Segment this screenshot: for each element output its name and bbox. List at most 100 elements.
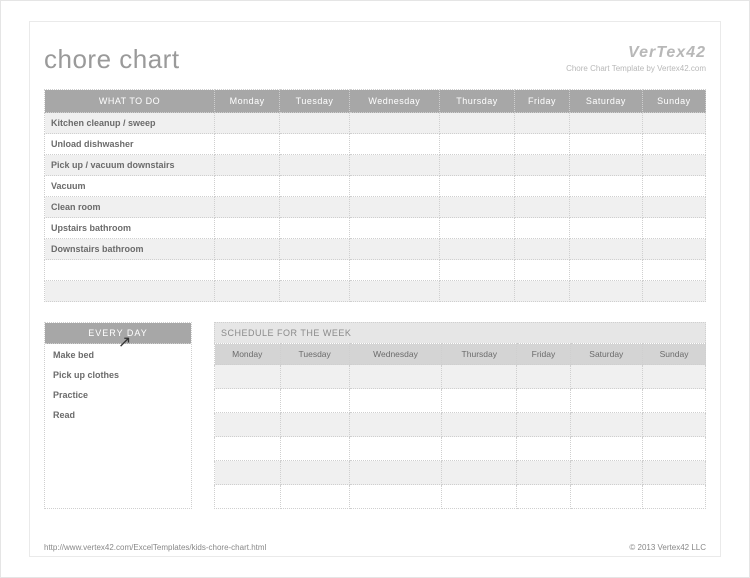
footer: http://www.vertex42.com/ExcelTemplates/k… [44, 543, 706, 552]
col-day: Thursday [440, 90, 515, 113]
chore-cell [280, 197, 349, 218]
chore-cell [215, 134, 280, 155]
chore-cell [440, 134, 515, 155]
chore-label: Vacuum [45, 176, 215, 197]
chore-cell [349, 260, 439, 281]
chore-cell [280, 176, 349, 197]
chore-cell [440, 239, 515, 260]
chore-table-header-row: WHAT TO DO Monday Tuesday Wednesday Thur… [45, 90, 706, 113]
chore-label: Kitchen cleanup / sweep [45, 113, 215, 134]
chore-cell [515, 239, 570, 260]
page-container: chore chart VerTex42 Chore Chart Templat… [29, 21, 721, 557]
chore-cell [515, 176, 570, 197]
schedule-col-day: Monday [215, 344, 281, 365]
schedule-cell [280, 389, 349, 413]
chore-cell [280, 113, 349, 134]
chore-cell [215, 239, 280, 260]
schedule-header-row: Monday Tuesday Wednesday Thursday Friday… [215, 344, 706, 365]
table-row: Unload dishwasher [45, 134, 706, 155]
chore-cell [642, 155, 705, 176]
schedule-col-day: Wednesday [349, 344, 441, 365]
schedule-cell [570, 485, 643, 509]
brand-block: VerTex42 Chore Chart Template by Vertex4… [566, 44, 706, 73]
table-row: Clean room [45, 197, 706, 218]
footer-url: http://www.vertex42.com/ExcelTemplates/k… [44, 543, 266, 552]
schedule-row [215, 365, 706, 389]
chore-cell [215, 155, 280, 176]
chore-cell [280, 218, 349, 239]
chore-cell [570, 155, 643, 176]
schedule-cell [517, 389, 570, 413]
chore-cell [642, 113, 705, 134]
chore-cell [570, 134, 643, 155]
chore-cell [349, 113, 439, 134]
chore-cell [570, 239, 643, 260]
chore-cell [349, 134, 439, 155]
chore-label [45, 281, 215, 302]
col-day: Saturday [570, 90, 643, 113]
schedule-col-day: Sunday [643, 344, 706, 365]
schedule-cell [643, 389, 706, 413]
schedule-cell [517, 461, 570, 485]
schedule-cell [280, 485, 349, 509]
chore-cell [215, 218, 280, 239]
schedule-cell [349, 437, 441, 461]
schedule-cell [643, 485, 706, 509]
chore-label: Upstairs bathroom [45, 218, 215, 239]
lower-section: EVERY DAY Make bedPick up clothesPractic… [44, 322, 706, 509]
schedule-title: SCHEDULE FOR THE WEEK [214, 322, 706, 343]
chore-cell [440, 281, 515, 302]
chore-cell [440, 176, 515, 197]
schedule-cell [280, 413, 349, 437]
schedule-cell [442, 485, 517, 509]
chore-cell [642, 239, 705, 260]
chore-table: WHAT TO DO Monday Tuesday Wednesday Thur… [44, 89, 706, 302]
schedule-cell [215, 413, 281, 437]
chore-cell [570, 260, 643, 281]
chore-cell [280, 239, 349, 260]
chore-cell [349, 239, 439, 260]
chore-cell [349, 218, 439, 239]
schedule-cell [517, 485, 570, 509]
schedule-row [215, 485, 706, 509]
table-row [45, 281, 706, 302]
schedule-cell [215, 461, 281, 485]
brand-logo: VerTex42 [566, 44, 706, 62]
schedule-panel: SCHEDULE FOR THE WEEK Monday Tuesday Wed… [214, 322, 706, 509]
chore-cell [642, 134, 705, 155]
schedule-cell [215, 365, 281, 389]
schedule-cell [442, 365, 517, 389]
table-row: Vacuum [45, 176, 706, 197]
chore-cell [515, 218, 570, 239]
chore-cell [349, 281, 439, 302]
schedule-cell [280, 461, 349, 485]
chore-cell [349, 155, 439, 176]
schedule-cell [517, 413, 570, 437]
mouse-cursor-icon: ↖ [118, 332, 131, 352]
chore-cell [642, 281, 705, 302]
chore-cell [215, 197, 280, 218]
every-day-item: Practice [53, 390, 183, 400]
chore-cell [215, 113, 280, 134]
chore-cell [215, 281, 280, 302]
every-day-list: Make bedPick up clothesPracticeRead [45, 344, 191, 504]
schedule-row [215, 461, 706, 485]
chore-cell [440, 197, 515, 218]
chore-cell [642, 197, 705, 218]
schedule-cell [570, 461, 643, 485]
chore-label: Unload dishwasher [45, 134, 215, 155]
table-row: Pick up / vacuum downstairs [45, 155, 706, 176]
schedule-cell [349, 461, 441, 485]
schedule-cell [442, 389, 517, 413]
chore-cell [570, 197, 643, 218]
schedule-cell [349, 413, 441, 437]
chore-cell [570, 113, 643, 134]
table-row: Downstairs bathroom [45, 239, 706, 260]
chore-cell [440, 260, 515, 281]
col-day: Monday [215, 90, 280, 113]
schedule-cell [215, 485, 281, 509]
chore-cell [570, 281, 643, 302]
chore-label: Clean room [45, 197, 215, 218]
schedule-cell [349, 365, 441, 389]
col-day: Friday [515, 90, 570, 113]
